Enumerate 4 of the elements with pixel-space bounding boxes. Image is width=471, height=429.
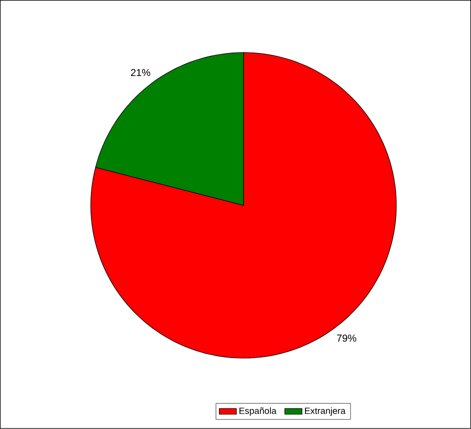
data-label: 21% <box>130 69 150 76</box>
legend-label: Española <box>239 407 276 416</box>
data-label: 79% <box>337 334 356 342</box>
legend-label: Extranjera <box>305 407 346 416</box>
